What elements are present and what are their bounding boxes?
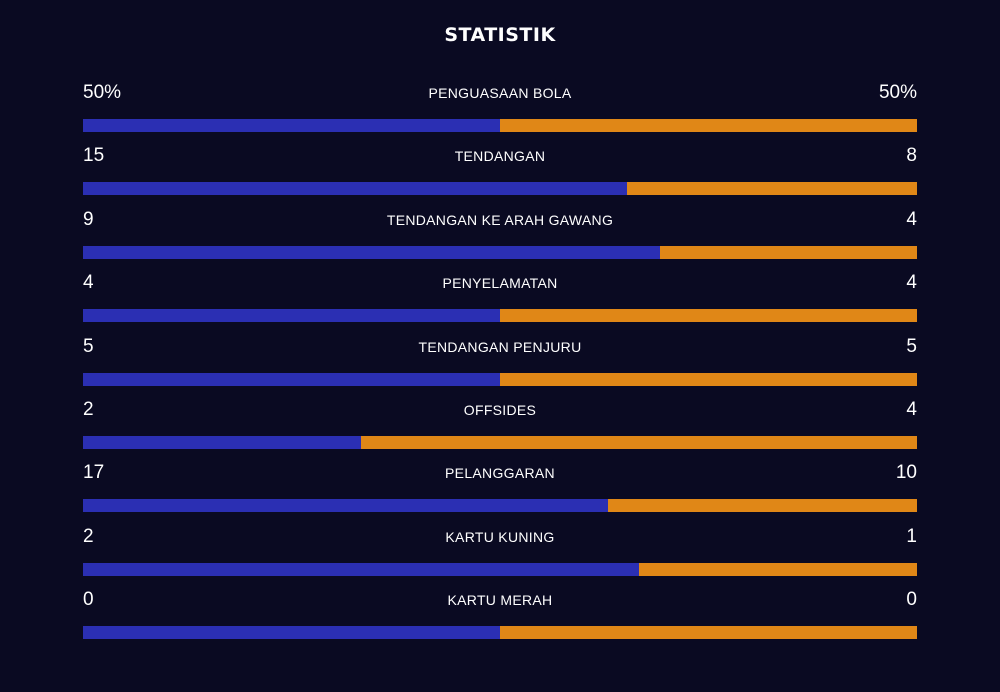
away-bar-segment — [360, 435, 917, 449]
away-value: 8 — [906, 145, 917, 167]
away-value: 4 — [906, 272, 917, 294]
stat-row-tendangan-ke-arah-gawang: 9 TENDANGAN KE ARAH GAWANG 4 — [83, 207, 917, 270]
away-bar-segment — [626, 182, 917, 196]
home-value: 50% — [83, 82, 122, 103]
comparison-bar — [83, 245, 917, 259]
stat-labels: 2 OFFSIDES 4 — [83, 397, 917, 423]
away-value: 4 — [906, 398, 917, 420]
home-bar-segment — [83, 245, 661, 259]
comparison-bar — [83, 435, 917, 449]
stat-labels: 2 KARTU KUNING 1 — [83, 524, 917, 550]
away-value: 50% — [878, 82, 917, 103]
away-bar-segment — [500, 309, 917, 323]
stat-row-kartu-kuning: 2 KARTU KUNING 1 — [83, 524, 917, 587]
home-value: 2 — [83, 525, 94, 547]
away-bar-segment — [500, 119, 917, 132]
stat-label: PENYELAMATAN — [442, 275, 558, 292]
comparison-bar — [83, 119, 917, 132]
home-value: 2 — [83, 398, 94, 420]
home-value: 5 — [83, 335, 94, 357]
comparison-bar — [83, 309, 917, 323]
away-bar-segment — [500, 626, 917, 640]
stat-label: TENDANGAN PENJURU — [418, 338, 582, 355]
away-value: 0 — [906, 589, 917, 611]
stat-label: PELANGGARAN — [445, 465, 555, 482]
stat-row-tendangan-penjuru: 5 TENDANGAN PENJURU 5 — [83, 334, 917, 397]
stat-label: TENDANGAN KE ARAH GAWANG — [386, 211, 614, 228]
comparison-bar — [83, 182, 917, 196]
home-bar-segment — [83, 372, 500, 386]
home-bar-segment — [83, 499, 609, 513]
stat-labels: 9 TENDANGAN KE ARAH GAWANG 4 — [83, 207, 917, 233]
home-bar-segment — [83, 119, 500, 132]
page-title: STATISTIK — [444, 24, 556, 46]
stat-labels: 4 PENYELAMATAN 4 — [83, 270, 917, 296]
stat-labels: 17 PELANGGARAN 10 — [83, 460, 917, 486]
comparison-bar — [83, 372, 917, 386]
comparison-bar — [83, 499, 917, 513]
home-value: 0 — [83, 589, 94, 611]
home-value: 17 — [83, 462, 105, 484]
stat-label: PENGUASAAN BOLA — [428, 85, 572, 101]
home-bar-segment — [83, 182, 627, 196]
stat-row-tendangan: 15 TENDANGAN 8 — [83, 143, 917, 206]
stat-labels: 0 KARTU MERAH 0 — [83, 587, 917, 613]
home-bar-segment — [83, 626, 500, 640]
stat-label: TENDANGAN — [454, 148, 546, 165]
away-bar-segment — [608, 499, 917, 513]
away-value: 1 — [906, 525, 917, 547]
stat-row-kartu-merah: 0 KARTU MERAH 0 — [83, 587, 917, 650]
stat-row-penguasaan-bola: 50% PENGUASAAN BOLA 50% — [83, 80, 917, 143]
stat-row-offsides: 2 OFFSIDES 4 — [83, 397, 917, 460]
home-value: 9 — [83, 208, 94, 230]
stat-labels: 50% PENGUASAAN BOLA 50% — [83, 80, 917, 106]
home-bar-segment — [83, 562, 640, 576]
away-value: 10 — [895, 462, 917, 484]
stat-label: KARTU MERAH — [447, 592, 553, 609]
comparison-bar — [83, 626, 917, 640]
home-value: 4 — [83, 272, 94, 294]
away-bar-segment — [639, 562, 917, 576]
away-value: 4 — [906, 208, 917, 230]
stat-row-pelanggaran: 17 PELANGGARAN 10 — [83, 460, 917, 523]
stat-labels: 15 TENDANGAN 8 — [83, 143, 917, 169]
away-bar-segment — [660, 245, 917, 259]
away-bar-segment — [500, 372, 917, 386]
away-value: 5 — [906, 335, 917, 357]
comparison-bar — [83, 562, 917, 576]
stat-label: OFFSIDES — [463, 401, 537, 418]
home-bar-segment — [83, 435, 361, 449]
home-value: 15 — [83, 145, 105, 167]
stats-list: 50% PENGUASAAN BOLA 50% 15 TENDANGAN 8 9 TENDAN… — [83, 80, 917, 651]
stat-labels: 5 TENDANGAN PENJURU 5 — [83, 334, 917, 360]
stat-label: KARTU KUNING — [445, 528, 555, 545]
stat-row-penyelamatan: 4 PENYELAMATAN 4 — [83, 270, 917, 333]
home-bar-segment — [83, 309, 500, 323]
